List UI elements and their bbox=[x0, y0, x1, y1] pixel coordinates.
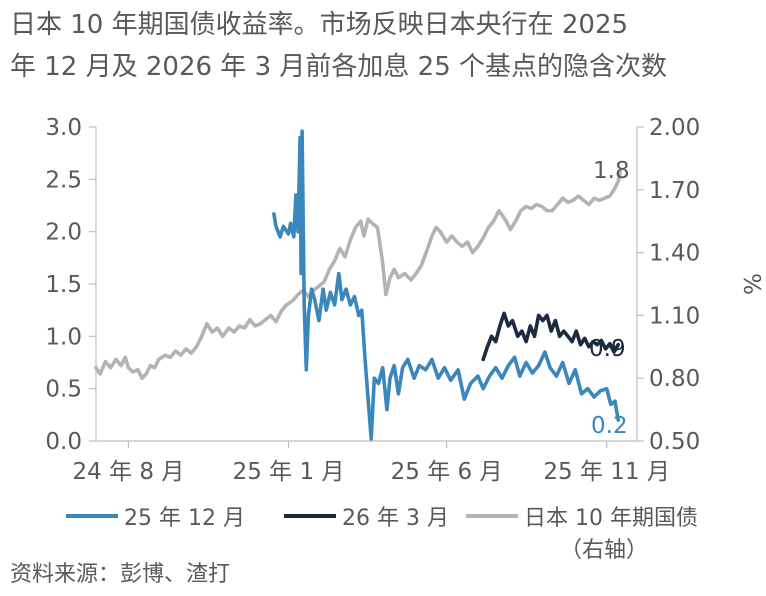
y-left-tick-label: 3.0 bbox=[45, 115, 82, 141]
y-right-axis-label: % bbox=[738, 273, 764, 295]
end-label-jgb: 1.8 bbox=[593, 158, 630, 184]
end-label-mar26: 0.9 bbox=[589, 336, 626, 362]
y-right-tick-label: 0.80 bbox=[649, 366, 700, 392]
source-note: 资料来源：彭博、渣打 bbox=[10, 562, 231, 587]
y-right-tick-label: 1.70 bbox=[649, 178, 700, 204]
y-right-tick-label: 2.00 bbox=[649, 115, 700, 141]
series-line-dec25 bbox=[272, 129, 620, 441]
chart-title-line-2: 年 12 月及 2026 年 3 月前各加息 25 个基点的隐含次数 bbox=[10, 52, 667, 82]
chart-title: 日本 10 年期国债收益率。市场反映日本央行在 2025 年 12 月及 202… bbox=[10, 4, 760, 88]
series-line-jgb bbox=[94, 169, 623, 380]
y-left-tick-label: 2.5 bbox=[45, 167, 82, 193]
y-right-tick-label: 1.10 bbox=[649, 303, 700, 329]
y-right-tick-label: 0.50 bbox=[649, 429, 700, 455]
x-tick-label: 24 年 8 月 bbox=[73, 459, 185, 485]
y-left-tick-label: 0.0 bbox=[45, 429, 82, 455]
y-right-tick-label: 1.40 bbox=[649, 241, 700, 267]
x-tick-label: 25 年 11 月 bbox=[543, 459, 669, 485]
x-tick-label: 25 年 6 月 bbox=[391, 459, 503, 485]
series-line-mar26 bbox=[481, 311, 620, 362]
y-left-tick-label: 2.0 bbox=[45, 220, 82, 246]
y-left-tick-label: 1.5 bbox=[45, 272, 82, 298]
x-tick-label: 25 年 1 月 bbox=[233, 459, 345, 485]
end-label-dec25: 0.2 bbox=[591, 413, 628, 439]
chart-title-line-1: 日本 10 年期国债收益率。市场反映日本央行在 2025 bbox=[10, 10, 629, 40]
y-left-tick-label: 1.0 bbox=[45, 324, 82, 350]
y-left-tick-label: 0.5 bbox=[45, 377, 82, 403]
